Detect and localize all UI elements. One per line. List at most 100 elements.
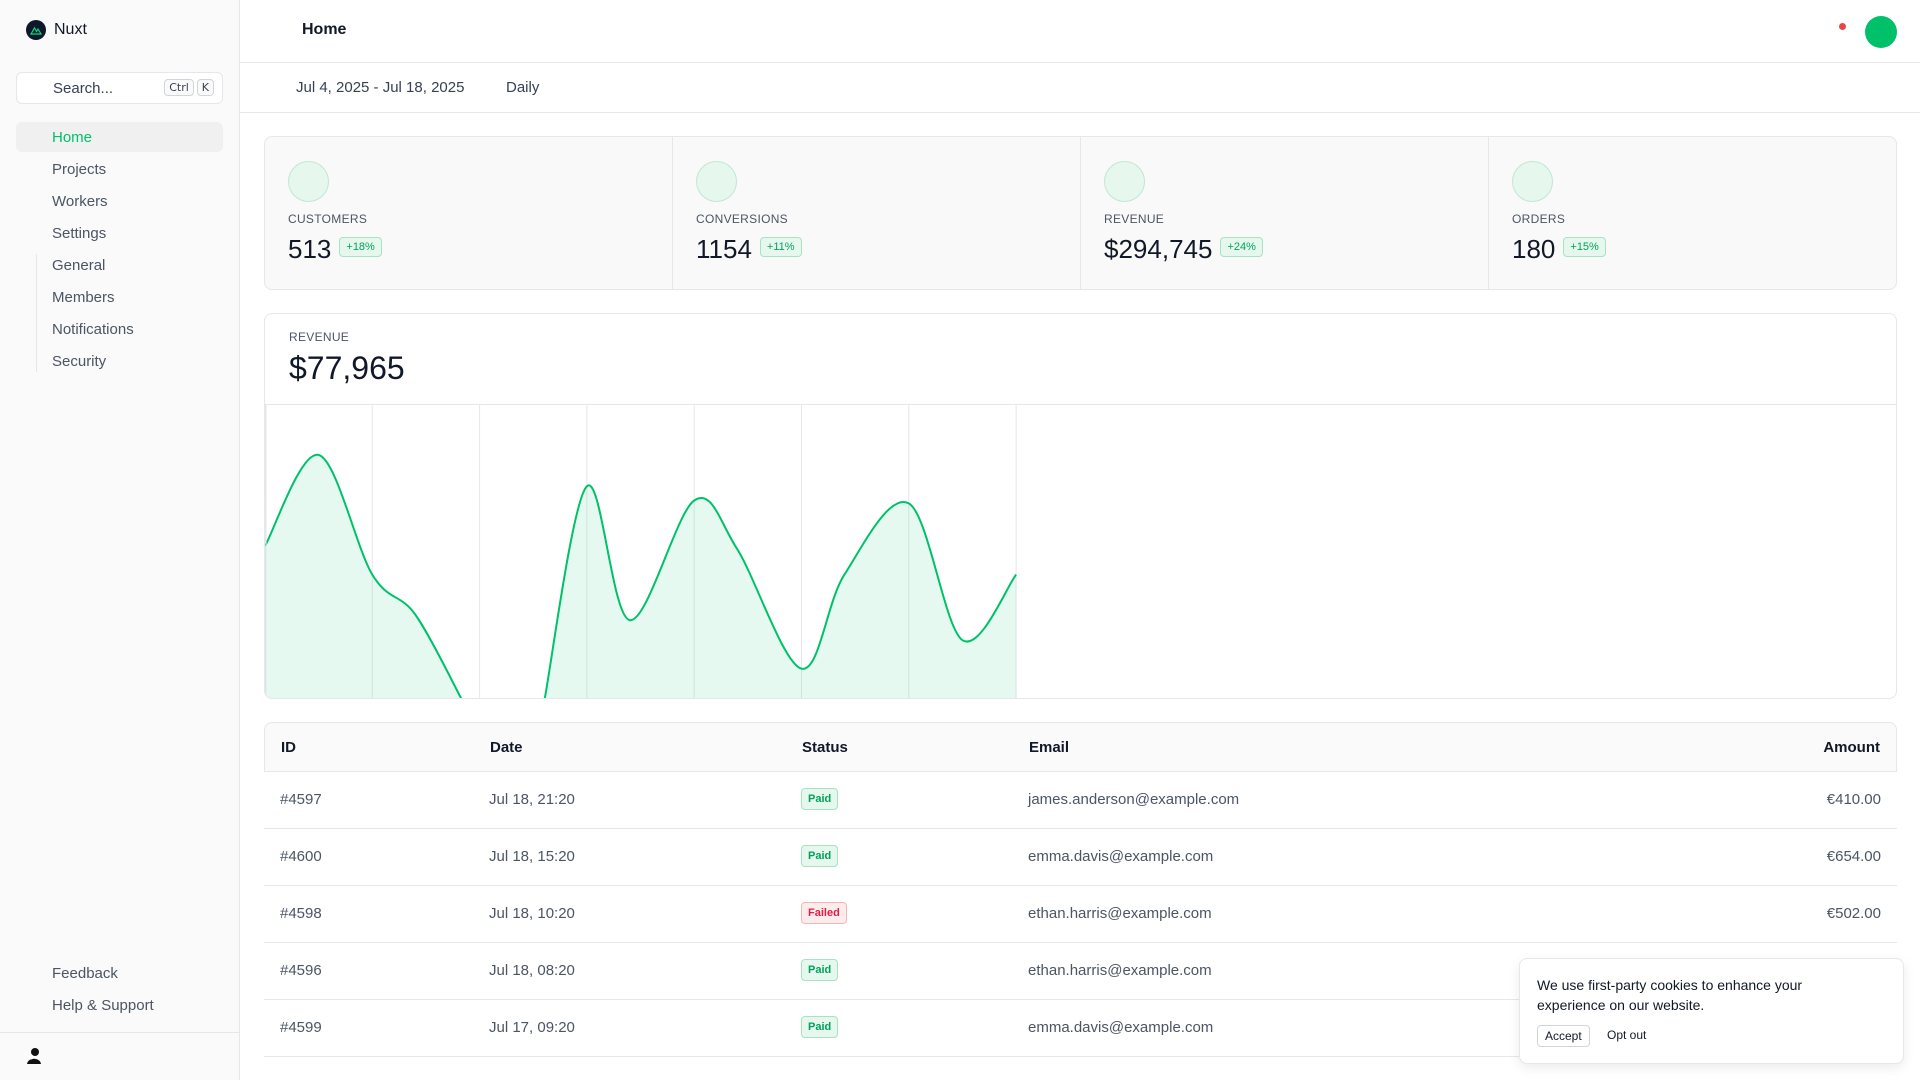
search-placeholder: Search... bbox=[53, 79, 114, 97]
chart-point[interactable] bbox=[906, 500, 912, 506]
cell-email: ethan.harris@example.com bbox=[1028, 962, 1212, 979]
date-range-picker[interactable]: Jul 4, 2025 - Jul 18, 2025 bbox=[296, 79, 465, 96]
cell-id: #4600 bbox=[280, 848, 322, 865]
sidebar: Nuxt Search... Ctrl K Home Projects Work… bbox=[0, 0, 240, 1080]
stat-change-badge: +24% bbox=[1220, 237, 1263, 258]
sidebar-item-general[interactable]: General bbox=[52, 256, 106, 274]
customers-icon bbox=[288, 161, 329, 202]
column-header-status[interactable]: Status bbox=[802, 739, 848, 756]
table-row[interactable]: #4598 Jul 18, 10:20 Failed ethan.harris@exa… bbox=[264, 886, 1897, 943]
chart-point[interactable] bbox=[369, 452, 375, 458]
stats-grid: CUSTOMERS 513 +18% CONVERSIONS 1154 +11% R… bbox=[264, 136, 1897, 290]
revenue-chart[interactable] bbox=[265, 405, 1897, 699]
cell-date: Jul 18, 08:20 bbox=[489, 962, 575, 979]
stat-number: 513 bbox=[288, 234, 332, 264]
sidebar-item-notifications[interactable]: Notifications bbox=[52, 320, 134, 338]
table-row[interactable]: #4599 Jul 17, 09:20 Paid emma.davis@example… bbox=[264, 1000, 1897, 1057]
page-title: Home bbox=[302, 21, 347, 38]
stat-value: 1154 +11% bbox=[696, 234, 802, 265]
chart-point[interactable] bbox=[799, 666, 805, 672]
table-row[interactable]: #4600 Jul 18, 15:20 Paid emma.davis@example… bbox=[264, 829, 1897, 886]
stat-value: $294,745 +24% bbox=[1104, 234, 1263, 265]
kbd-k: K bbox=[196, 79, 214, 96]
user-avatar-icon[interactable] bbox=[26, 1047, 42, 1065]
stat-number: 1154 bbox=[696, 234, 752, 264]
accept-cookies-button[interactable]: Accept bbox=[1537, 1025, 1590, 1047]
toolbar: Jul 4, 2025 - Jul 18, 2025 Daily bbox=[240, 64, 1920, 113]
chart-line-segment-0 bbox=[265, 453, 463, 698]
avatar[interactable] bbox=[1865, 16, 1897, 48]
stat-conversions[interactable]: CONVERSIONS 1154 +11% bbox=[673, 137, 1081, 289]
topbar: Home bbox=[240, 0, 1920, 63]
sidebar-item-help[interactable]: Help & Support bbox=[52, 996, 154, 1014]
period-select[interactable]: Daily bbox=[506, 79, 540, 96]
orders-icon bbox=[1512, 161, 1553, 202]
sidebar-item-workers[interactable]: Workers bbox=[52, 192, 108, 210]
sidebar-footer bbox=[0, 1032, 239, 1080]
sidebar-item-members[interactable]: Members bbox=[52, 288, 115, 306]
chart-point[interactable] bbox=[584, 523, 590, 529]
column-header-email[interactable]: Email bbox=[1029, 739, 1070, 756]
column-header-id[interactable]: ID bbox=[281, 739, 296, 756]
conversions-icon bbox=[696, 161, 737, 202]
sidebar-bottom-links: Feedback Help & Support bbox=[16, 958, 223, 1022]
stat-label: ORDERS bbox=[1512, 212, 1566, 226]
table-row[interactable]: #4596 Jul 18, 08:20 Paid ethan.harris@examp… bbox=[264, 943, 1897, 1000]
cell-id: #4597 bbox=[280, 791, 322, 808]
nuxt-logo-icon bbox=[26, 20, 46, 40]
chart-point[interactable] bbox=[477, 577, 483, 583]
cell-email: emma.davis@example.com bbox=[1028, 1019, 1214, 1036]
stat-value: 180 +15% bbox=[1512, 234, 1606, 265]
cell-id: #4598 bbox=[280, 905, 322, 922]
column-header-amount[interactable]: Amount bbox=[1823, 739, 1880, 756]
chart-label: REVENUE bbox=[289, 330, 350, 344]
brand-name: Nuxt bbox=[54, 21, 87, 38]
brand[interactable]: Nuxt bbox=[26, 20, 87, 40]
status-badge: Failed bbox=[801, 902, 847, 924]
orders-table: ID Date Status Email Amount #4597 Jul 18,… bbox=[264, 722, 1897, 1080]
search-shortcut: Ctrl K bbox=[164, 79, 214, 96]
stat-number: 180 bbox=[1512, 234, 1556, 264]
cell-email: ethan.harris@example.com bbox=[1028, 905, 1212, 922]
stat-orders[interactable]: ORDERS 180 +15% bbox=[1489, 137, 1896, 289]
revenue-icon bbox=[1104, 161, 1145, 202]
table-body: #4597 Jul 18, 21:20 Paid james.anderson@exa… bbox=[264, 772, 1897, 1057]
opt-out-button[interactable]: Opt out bbox=[1607, 1028, 1647, 1042]
status-badge: Paid bbox=[801, 845, 839, 867]
sidebar-item-projects[interactable]: Projects bbox=[52, 160, 107, 178]
revenue-chart-card: REVENUE $77,965 bbox=[264, 313, 1897, 699]
stat-label: CUSTOMERS bbox=[288, 212, 368, 226]
chart-point[interactable] bbox=[691, 498, 697, 504]
cell-date: Jul 18, 15:20 bbox=[489, 848, 575, 865]
chart-point[interactable] bbox=[1013, 557, 1019, 563]
search-input[interactable]: Search... Ctrl K bbox=[16, 72, 223, 104]
chart-area-segment-1 bbox=[544, 485, 1017, 698]
column-header-date[interactable]: Date bbox=[490, 739, 523, 756]
cell-id: #4599 bbox=[280, 1019, 322, 1036]
sidebar-item-settings[interactable]: Settings bbox=[52, 224, 107, 242]
sidebar-item-security[interactable]: Security bbox=[52, 352, 107, 370]
status-badge: Paid bbox=[801, 959, 839, 981]
sidebar-item-feedback[interactable]: Feedback bbox=[52, 964, 118, 982]
sidebar-item-home[interactable]: Home bbox=[16, 122, 223, 152]
cell-date: Jul 18, 21:20 bbox=[489, 791, 575, 808]
chart-total: $77,965 bbox=[289, 350, 405, 386]
stat-customers[interactable]: CUSTOMERS 513 +18% bbox=[265, 137, 673, 289]
stat-label: REVENUE bbox=[1104, 212, 1165, 226]
stat-revenue[interactable]: REVENUE $294,745 +24% bbox=[1081, 137, 1489, 289]
stat-change-badge: +18% bbox=[339, 237, 382, 258]
chart-divider bbox=[265, 404, 1896, 405]
sidebar-nav: Home Projects Workers Settings General M… bbox=[16, 122, 223, 378]
stat-number: $294,745 bbox=[1104, 234, 1213, 264]
cell-date: Jul 18, 10:20 bbox=[489, 905, 575, 922]
cell-email: emma.davis@example.com bbox=[1028, 848, 1214, 865]
cell-id: #4596 bbox=[280, 962, 322, 979]
table-row[interactable]: #4597 Jul 18, 21:20 Paid james.anderson@exa… bbox=[264, 772, 1897, 829]
cookie-message: We use first-party cookies to enhance yo… bbox=[1537, 977, 1803, 1013]
chart-area-segment-0 bbox=[265, 454, 461, 698]
chart-header: REVENUE $77,965 bbox=[289, 330, 405, 387]
cell-amount: €410.00 bbox=[1826, 791, 1881, 808]
status-badge: Paid bbox=[801, 788, 839, 810]
notification-dot-icon[interactable] bbox=[1839, 23, 1846, 30]
status-badge: Paid bbox=[801, 1016, 839, 1038]
